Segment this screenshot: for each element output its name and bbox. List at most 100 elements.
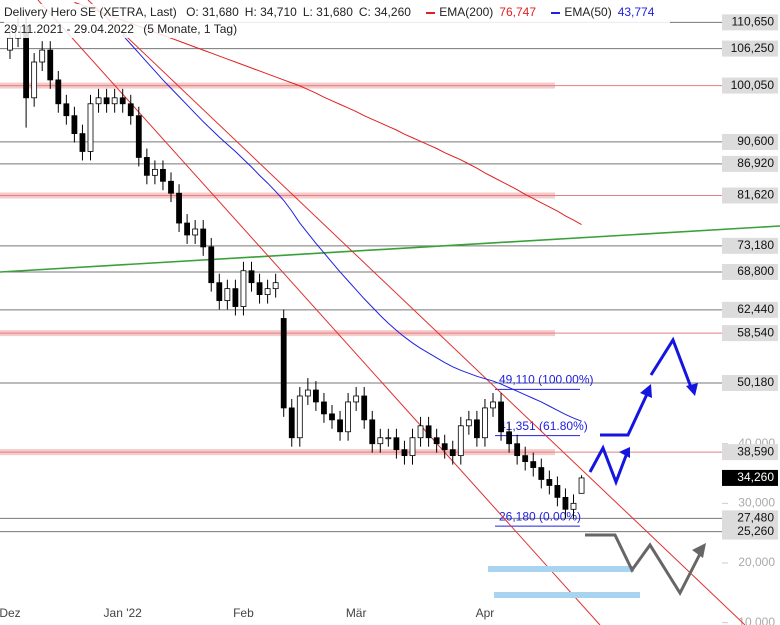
candle-body <box>377 437 384 445</box>
level-label: 38,590 <box>737 444 774 458</box>
candle-body <box>248 270 255 284</box>
candle-body <box>280 318 287 409</box>
candle-body <box>401 449 408 457</box>
level-label-box <box>722 263 778 280</box>
x-tick-label: Jan '22 <box>104 606 143 620</box>
legend-label: EMA(200) <box>439 5 494 19</box>
legend-label: EMA(50) <box>564 5 612 19</box>
candle-body <box>79 133 86 152</box>
candle-body <box>425 425 432 439</box>
scenario-arrow <box>588 444 629 487</box>
level-label: 62,440 <box>737 302 774 316</box>
candle-body <box>216 282 223 301</box>
candle-body <box>304 389 311 397</box>
candle-body <box>184 222 191 236</box>
ema-line <box>122 34 582 422</box>
level-label: 81,620 <box>737 188 774 202</box>
candle-body <box>449 449 456 457</box>
candle-body <box>570 502 577 510</box>
fib-label: 41,351 (61.80%) <box>499 419 588 433</box>
candle-body <box>160 168 166 182</box>
current-price-box <box>722 469 778 486</box>
legend-entry: EMA(50) 43,774 <box>551 5 660 19</box>
candle-body <box>272 282 279 290</box>
scenario-arrow <box>649 336 694 391</box>
ohlc-value: H: 34,710 <box>244 5 297 19</box>
candle-body <box>441 443 448 451</box>
green-trendline <box>0 225 780 273</box>
level-label-box <box>722 523 778 540</box>
candle-body <box>55 79 62 105</box>
arrow-head <box>686 383 698 396</box>
candle-body <box>208 246 215 284</box>
candle-body <box>393 437 400 451</box>
target-zone <box>488 566 634 572</box>
level-label: 90,600 <box>737 134 774 148</box>
symbol-title: Delivery Hero SE (XETRA, Last) <box>4 5 177 19</box>
candle-body <box>39 49 46 63</box>
x-tick-label: Dez <box>0 606 21 620</box>
candle-body <box>385 437 392 440</box>
level-label-box <box>722 77 778 94</box>
level-label-box <box>722 40 778 57</box>
level-label-box <box>722 133 778 150</box>
date-range: 29.11.2021 - 29.04.2022 <box>4 22 134 36</box>
target-zone <box>494 592 640 598</box>
level-label-box <box>722 325 778 342</box>
ohlc-value: C: 34,260 <box>358 5 411 19</box>
red-trendline <box>87 0 746 625</box>
candle-body <box>522 455 529 462</box>
candle-body <box>119 97 126 105</box>
level-label-box <box>722 237 778 254</box>
candle-body <box>240 270 247 307</box>
candle-body <box>111 97 118 105</box>
level-label-box <box>722 14 778 31</box>
period: (5 Monate, 1 Tag) <box>143 22 238 36</box>
levels: 40,00030,00020,00010,000110,650106,25010… <box>0 14 778 625</box>
level-label: 106,250 <box>731 41 775 55</box>
candle-body <box>498 401 504 433</box>
candle-body <box>369 419 376 445</box>
fib-label: 26,180 (0.00%) <box>499 509 581 523</box>
y-tick-label: 30,000 <box>738 496 775 510</box>
candle-body <box>353 395 360 403</box>
candle-body <box>417 425 424 439</box>
candle-body <box>482 407 488 439</box>
x-tick-label: Feb <box>233 606 254 620</box>
header-line: Delivery Hero SE (XETRA, Last) O: 31,680… <box>4 4 666 21</box>
level-label: 68,800 <box>737 264 774 278</box>
y-tick-label: 20,000 <box>738 555 775 569</box>
candle-body <box>95 97 102 105</box>
candle-body <box>31 61 38 99</box>
ohlc-value: O: 31,680 <box>186 5 239 19</box>
candle-body <box>7 37 13 51</box>
candle-body <box>546 479 553 486</box>
ohlc-value: L: 31,680 <box>302 5 353 19</box>
candle-body <box>538 467 545 480</box>
level-label-box <box>722 155 778 172</box>
candle-body <box>63 103 70 117</box>
arrow-head <box>619 447 630 458</box>
candle-body <box>345 401 352 433</box>
candle-body <box>530 461 537 468</box>
level-label-box <box>722 444 778 461</box>
candle-body <box>135 115 142 158</box>
candle-body <box>409 437 416 457</box>
level-label-box <box>722 301 778 318</box>
candle-body <box>224 288 231 301</box>
candle-body <box>473 419 480 439</box>
candle-body <box>312 389 319 403</box>
candle-body <box>562 496 569 510</box>
candle-body <box>47 49 54 81</box>
level-label: 50,180 <box>737 375 774 389</box>
fib-label: 49,110 (100.00%) <box>499 373 594 387</box>
candle-body <box>264 288 271 296</box>
candle-body <box>87 103 94 152</box>
candle-body <box>578 477 585 494</box>
level-label-box <box>722 510 778 527</box>
candle-body <box>433 437 440 445</box>
candle-body <box>554 485 561 498</box>
